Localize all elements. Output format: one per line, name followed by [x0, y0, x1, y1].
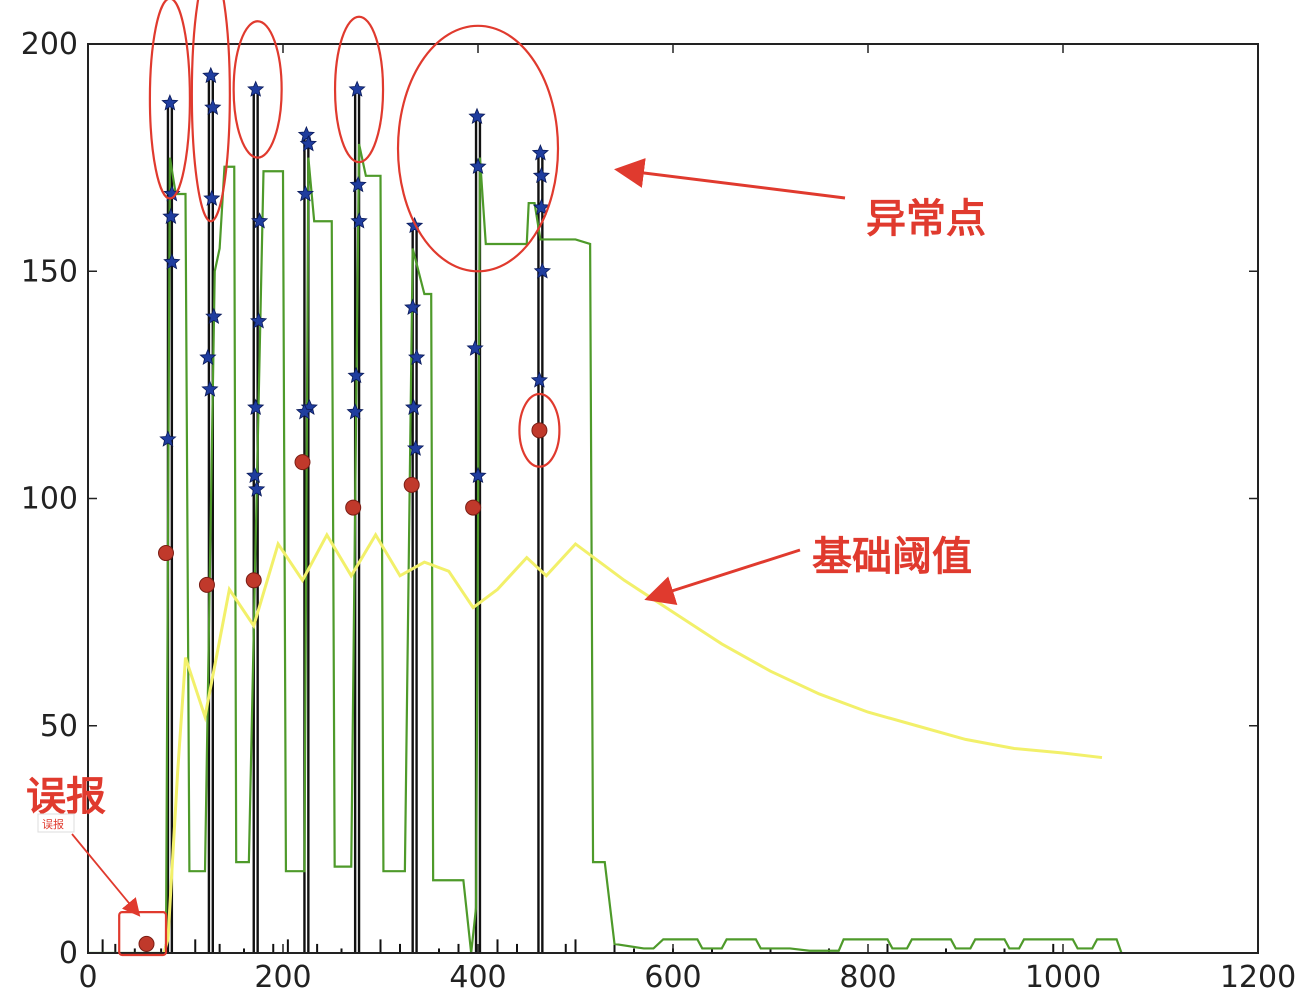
- star-marker: [405, 398, 423, 415]
- star-marker: [349, 175, 367, 193]
- axes: 0 200 400 600 800 1000 1200 0 50 100 150 200: [21, 27, 1296, 995]
- false-alarm-arrow: [71, 833, 141, 917]
- star-marker: [251, 212, 269, 229]
- star-marker: [532, 166, 550, 184]
- circle-marker: [138, 935, 155, 952]
- star-marker: [299, 134, 317, 152]
- y-tick-label: 100: [21, 482, 78, 517]
- star-marker: [297, 125, 315, 143]
- circle-marker: [345, 499, 362, 516]
- star-marker: [199, 348, 217, 365]
- x-tick-label: 200: [254, 960, 311, 995]
- x-tick-label: 1000: [1025, 960, 1101, 995]
- plot-area: [88, 66, 1123, 953]
- star-marker: [407, 439, 425, 456]
- false-alarm-tooltip-label: 误报: [42, 817, 64, 831]
- star-marker: [159, 430, 177, 447]
- star-marker: [162, 207, 180, 225]
- anomaly-highlight-ellipse: [148, 0, 191, 200]
- star-marker: [346, 403, 364, 420]
- circle-marker: [198, 576, 215, 593]
- base-threshold-label: 基础阈值: [812, 534, 972, 580]
- false-alarm-label: 误报: [26, 774, 106, 820]
- false-alarm-box: [118, 910, 168, 957]
- circle-marker: [531, 422, 548, 439]
- star-marker: [247, 80, 265, 97]
- x-tick-label: 600: [644, 960, 701, 995]
- circle-marker: [245, 572, 262, 589]
- star-marker: [347, 366, 365, 384]
- star-marker: [532, 198, 550, 215]
- star-marker: [468, 107, 486, 125]
- y-tick-label: 200: [21, 27, 78, 62]
- anomaly-points-label: 异常点: [866, 196, 986, 242]
- false-alarm-tooltip: [37, 813, 75, 833]
- y-tick-label: 50: [40, 709, 78, 744]
- star-marker: [205, 307, 223, 325]
- star-marker: [469, 157, 487, 175]
- y-tick-label: 0: [59, 936, 78, 971]
- anomaly-highlight-ellipse: [518, 392, 561, 468]
- star-marker: [469, 466, 487, 484]
- star-marker: [161, 94, 179, 111]
- green-series-line: [88, 143, 1123, 953]
- star-marker: [531, 144, 549, 161]
- star-marker: [201, 380, 219, 397]
- anomaly-highlight-ellipse: [396, 24, 560, 273]
- y-tick-label: 150: [21, 254, 78, 289]
- star-marker: [247, 398, 265, 415]
- circle-marker: [158, 545, 174, 562]
- star-marker: [350, 212, 368, 229]
- star-marker: [348, 80, 366, 97]
- anomaly-highlight-ellipse: [190, 0, 231, 223]
- star-marker: [295, 403, 314, 420]
- threshold-arrow: [644, 548, 801, 605]
- x-tick-label: 1200: [1220, 960, 1296, 995]
- circle-marker: [403, 476, 420, 493]
- star-marker: [250, 312, 268, 329]
- star-marker: [204, 98, 222, 115]
- circle-marker: [294, 454, 311, 471]
- threshold-series-line: [162, 531, 1103, 953]
- anomaly-arrow: [614, 158, 846, 200]
- star-marker: [466, 339, 484, 356]
- annotations: 异常点 基础阈值 误报 误报: [26, 0, 986, 957]
- star-marker: [163, 253, 181, 270]
- star-marker: [203, 189, 221, 206]
- anomaly-highlight-ellipse: [333, 15, 385, 164]
- star-marker: [408, 348, 426, 365]
- x-tick-label: 400: [449, 960, 506, 995]
- star-marker: [202, 66, 220, 84]
- spike-series-segment: [411, 224, 418, 953]
- star-marker: [533, 262, 551, 279]
- star-marker: [248, 480, 266, 497]
- x-tick-label: 0: [78, 960, 97, 995]
- star-marker: [296, 184, 314, 202]
- anomaly-highlight-ellipse: [232, 20, 283, 159]
- x-tick-label: 800: [839, 960, 896, 995]
- star-marker: [246, 466, 264, 484]
- star-marker: [530, 371, 548, 388]
- star-marker: [404, 298, 422, 315]
- circle-marker: [465, 499, 482, 516]
